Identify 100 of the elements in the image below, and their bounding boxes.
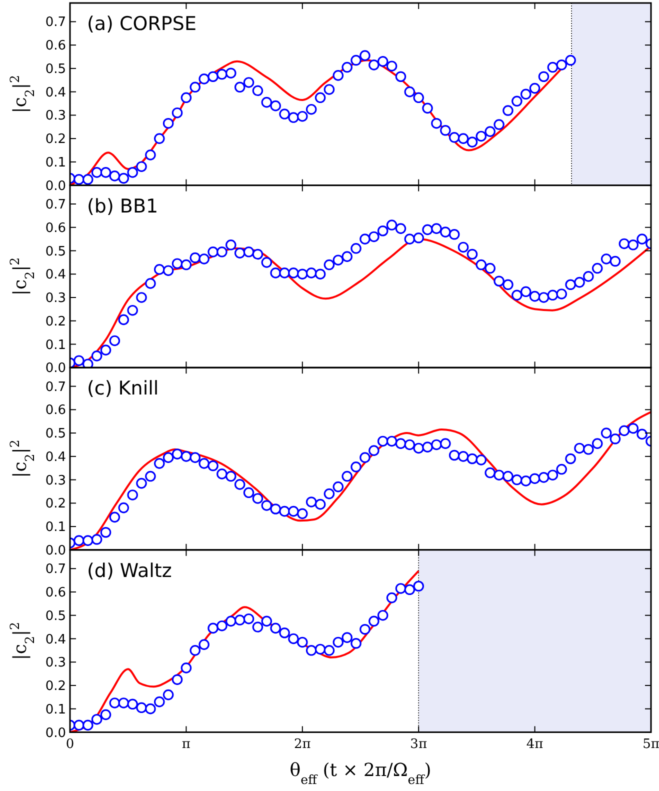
point bbox=[225, 616, 236, 627]
text: (b) BB1 bbox=[87, 195, 158, 218]
y-tick-label: 0.3 bbox=[45, 291, 66, 306]
point bbox=[243, 613, 254, 624]
point bbox=[180, 662, 192, 674]
point bbox=[332, 70, 344, 81]
point bbox=[324, 84, 335, 95]
point bbox=[547, 62, 558, 73]
point bbox=[395, 71, 406, 82]
point bbox=[145, 703, 156, 714]
point bbox=[127, 698, 138, 710]
point bbox=[136, 161, 147, 172]
point bbox=[466, 136, 478, 148]
point bbox=[252, 85, 264, 96]
y-tick-label: 0.6 bbox=[45, 403, 66, 418]
y-tick-label: 0.3 bbox=[45, 108, 66, 124]
y-tick-label: 0.0 bbox=[45, 361, 66, 376]
y-tick-label: 0.5 bbox=[45, 62, 66, 77]
point bbox=[216, 68, 228, 80]
point bbox=[91, 714, 102, 725]
x-tick-label: 0 bbox=[66, 737, 74, 752]
point bbox=[368, 60, 380, 70]
point bbox=[252, 622, 264, 632]
point bbox=[448, 132, 460, 143]
point bbox=[306, 104, 317, 115]
x-tick-label: 5π bbox=[642, 737, 659, 752]
point bbox=[118, 698, 130, 708]
y-tick-label: 0.2 bbox=[45, 314, 66, 330]
point bbox=[288, 633, 299, 644]
point bbox=[538, 71, 550, 82]
point bbox=[74, 174, 84, 185]
y-tick-label: 0.7 bbox=[45, 198, 66, 213]
y-tick-label: 0.4 bbox=[45, 268, 66, 283]
point bbox=[324, 645, 335, 656]
point bbox=[162, 689, 174, 700]
point bbox=[377, 56, 388, 67]
x-tick-label: π bbox=[182, 737, 191, 752]
point bbox=[162, 118, 174, 129]
point bbox=[512, 96, 522, 107]
point bbox=[332, 636, 344, 648]
y-tick-label: 0.0 bbox=[45, 543, 66, 558]
point bbox=[208, 622, 218, 634]
point bbox=[565, 54, 576, 66]
point bbox=[494, 119, 504, 130]
point bbox=[270, 622, 281, 634]
text: (d) Waltz bbox=[87, 560, 172, 582]
y-tick-label: 0.4 bbox=[45, 450, 66, 465]
point bbox=[279, 108, 290, 120]
point bbox=[136, 702, 147, 714]
point bbox=[288, 112, 299, 123]
point bbox=[74, 720, 84, 731]
point bbox=[261, 96, 272, 108]
point bbox=[172, 107, 183, 118]
point bbox=[431, 118, 442, 129]
y-tick-label: 0.7 bbox=[45, 380, 66, 395]
y-tick-label: 0.1 bbox=[45, 520, 66, 536]
point bbox=[279, 627, 290, 638]
text: (a) CORPSE bbox=[87, 13, 196, 35]
point bbox=[458, 133, 469, 144]
y-tick-label: 0.4 bbox=[45, 85, 66, 100]
y-tick-label: 0.5 bbox=[45, 244, 66, 260]
point bbox=[261, 616, 272, 627]
point bbox=[342, 632, 353, 643]
point bbox=[306, 645, 317, 656]
y-tick-label: 0.6 bbox=[45, 586, 66, 601]
point bbox=[145, 150, 156, 160]
y-tick-label: 0.2 bbox=[45, 679, 66, 694]
point bbox=[127, 167, 138, 178]
point bbox=[82, 174, 94, 185]
point bbox=[413, 92, 424, 104]
point bbox=[413, 580, 424, 592]
point bbox=[404, 584, 416, 596]
point bbox=[100, 709, 112, 720]
point bbox=[520, 88, 532, 100]
point bbox=[314, 644, 326, 655]
x-tick-label: 3π bbox=[410, 737, 428, 752]
point bbox=[350, 54, 362, 66]
point bbox=[377, 610, 388, 621]
point bbox=[154, 133, 165, 144]
point bbox=[342, 62, 353, 73]
y-tick-label: 0.7 bbox=[45, 562, 66, 578]
point bbox=[190, 82, 201, 93]
y-tick-label: 0.6 bbox=[45, 220, 66, 236]
y-tick-label: 0.6 bbox=[45, 38, 66, 54]
point bbox=[243, 77, 254, 88]
text: (c) Knill bbox=[87, 378, 159, 400]
y-tick-label: 0.3 bbox=[45, 473, 66, 488]
point bbox=[154, 696, 165, 708]
y-tick-label: 0.1 bbox=[45, 155, 66, 170]
point bbox=[91, 167, 102, 178]
point bbox=[208, 71, 218, 82]
point bbox=[484, 126, 496, 137]
point bbox=[422, 102, 433, 114]
y-tick-label: 0.0 bbox=[45, 178, 66, 194]
point bbox=[529, 82, 540, 94]
point bbox=[476, 130, 487, 142]
point bbox=[270, 100, 281, 112]
point bbox=[172, 674, 183, 686]
x-tick-label: 4π bbox=[526, 737, 544, 752]
y-tick-label: 0.4 bbox=[45, 632, 66, 648]
